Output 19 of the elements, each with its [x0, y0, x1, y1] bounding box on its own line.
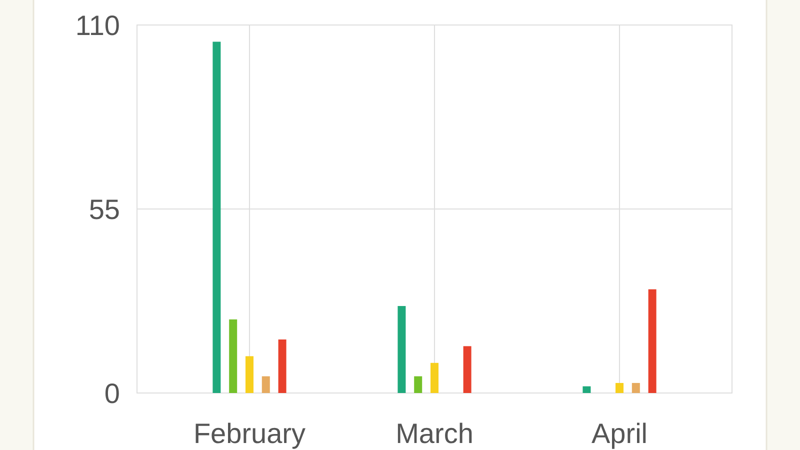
bar [582, 386, 591, 393]
bar [262, 376, 270, 393]
bar [229, 319, 238, 393]
x-tick-label: April [592, 418, 648, 449]
bar [632, 382, 640, 393]
bar [278, 339, 286, 393]
x-tick-label: February [193, 418, 306, 449]
bar [648, 289, 656, 393]
bar [430, 362, 438, 393]
bar [414, 376, 422, 393]
y-tick-label: 110 [75, 10, 120, 42]
y-tick-label: 55 [88, 194, 120, 226]
x-tick-label: March [396, 418, 474, 449]
bar [616, 382, 624, 393]
bar [245, 356, 254, 393]
bar [212, 42, 221, 393]
bar [463, 346, 472, 393]
y-tick-label: 0 [104, 378, 120, 410]
bar [398, 306, 406, 393]
